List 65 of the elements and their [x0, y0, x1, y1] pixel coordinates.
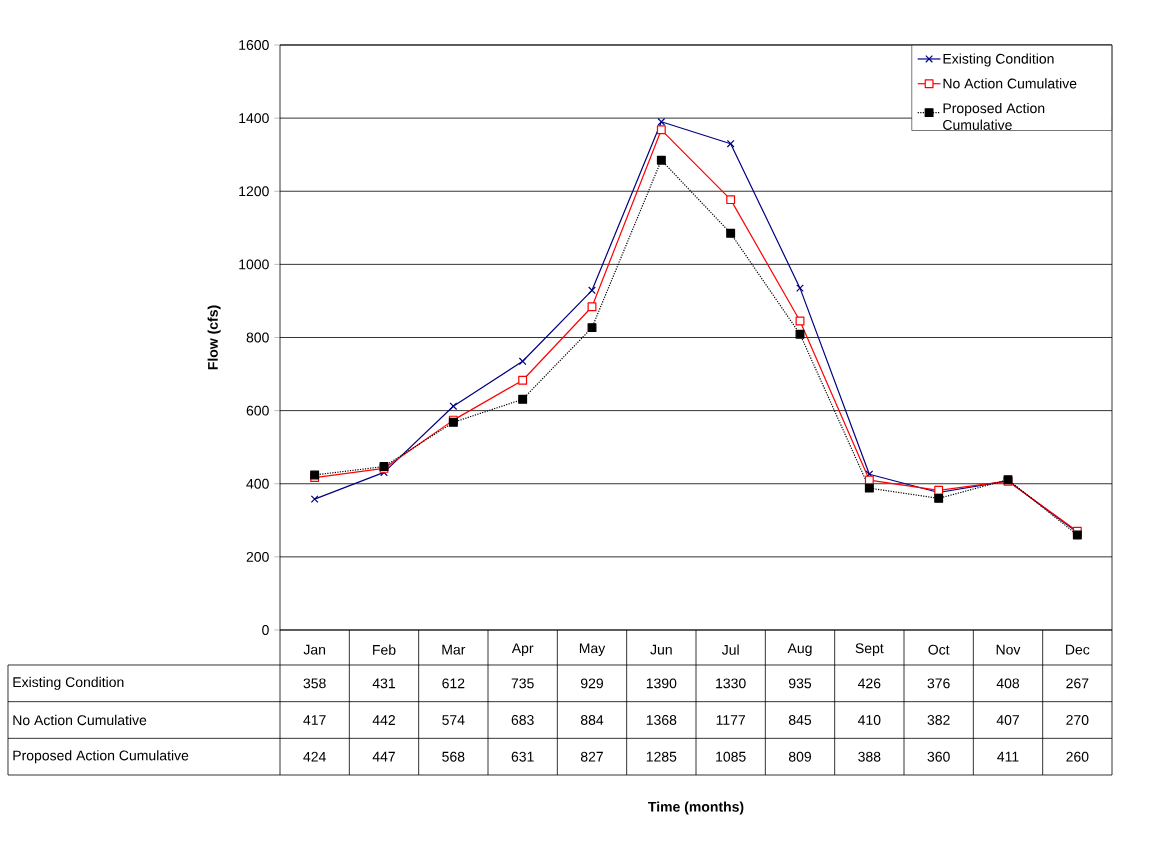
x-tick-label: Nov — [996, 644, 1021, 655]
data-label: 1390 — [646, 678, 677, 689]
y-tick-label: 1000 — [239, 259, 269, 270]
data-label: 845 — [788, 715, 812, 725]
data-label: 735 — [511, 678, 534, 689]
y-tick-label: 200 — [246, 551, 269, 562]
y-tick-label: 1400 — [239, 113, 269, 124]
data-label: 683 — [511, 715, 534, 725]
x-tick-label: Jun — [650, 644, 672, 655]
y-tick-label: 1200 — [239, 186, 269, 197]
data-label: 407 — [996, 715, 1019, 725]
text: Existing Condition — [13, 676, 124, 690]
data-label: 431 — [372, 678, 395, 689]
x-tick-label: Mar — [442, 644, 466, 655]
text: No Action Cumulative — [13, 714, 147, 726]
y-tick-label: 1600 — [239, 40, 269, 50]
y-tick-label: 400 — [246, 478, 269, 489]
data-label: 1368 — [646, 715, 677, 725]
data-label: 424 — [303, 751, 326, 762]
data-label: 809 — [788, 751, 811, 762]
text: Proposed Action Cumulative — [13, 750, 189, 764]
legend-label: No Action Cumulative — [943, 78, 1077, 89]
x-tick-label: Jul — [721, 644, 739, 655]
legend-label: Existing Condition — [943, 53, 1054, 67]
data-label: 270 — [1066, 715, 1089, 725]
y-axis-title: Flow (cfs) — [207, 305, 221, 370]
x-tick-label: May — [579, 643, 606, 656]
x-tick-label: Sept — [855, 643, 884, 657]
data-label: 388 — [858, 751, 881, 762]
data-label: 568 — [442, 751, 465, 762]
data-label: 408 — [996, 678, 1020, 689]
x-tick-label: Feb — [373, 644, 396, 655]
x-tick-label: Apr — [511, 643, 534, 656]
data-label: 410 — [857, 715, 881, 725]
data-label: 358 — [303, 678, 326, 689]
data-label: 267 — [1066, 678, 1089, 689]
data-label: 382 — [927, 715, 950, 725]
data-label: 376 — [927, 678, 950, 689]
y-tick-label: 0 — [262, 625, 269, 635]
data-label: 447 — [372, 751, 395, 762]
data-label: 631 — [511, 751, 534, 762]
x-tick-label: Dec — [1066, 644, 1090, 655]
data-label: 426 — [857, 678, 881, 689]
x-tick-label: Aug — [787, 643, 812, 656]
data-label: 411 — [997, 751, 1019, 762]
data-label: 442 — [372, 715, 395, 725]
text: Time (months) — [648, 801, 744, 815]
data-label: 360 — [927, 751, 950, 762]
data-label: 827 — [580, 751, 603, 762]
x-tick-label: Oct — [928, 644, 950, 655]
data-label: 260 — [1066, 751, 1089, 762]
y-tick-label: 800 — [246, 332, 269, 343]
data-label: 574 — [442, 715, 465, 725]
data-label: 1330 — [716, 678, 746, 689]
x-tick-label: Jan — [303, 644, 326, 655]
data-label: 417 — [303, 715, 326, 725]
data-label: 935 — [788, 678, 812, 689]
data-label: 1085 — [716, 751, 746, 762]
legend-label: Proposed Action Cumulative — [943, 102, 1045, 130]
data-label: 1177 — [716, 715, 745, 725]
data-label: 929 — [580, 678, 603, 689]
data-label: 884 — [580, 715, 604, 725]
data-label: 612 — [442, 678, 465, 689]
data-label: 1285 — [646, 751, 677, 762]
y-tick-label: 600 — [246, 405, 269, 416]
